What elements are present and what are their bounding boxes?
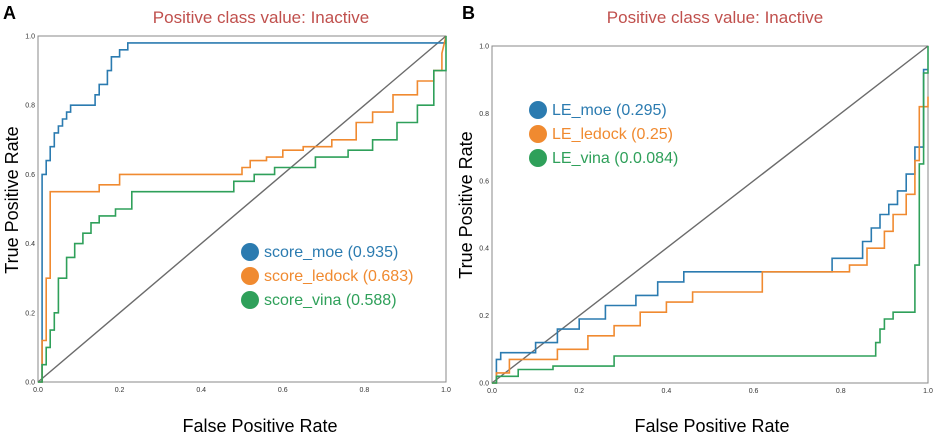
x-tick-label: 0.8 (360, 387, 370, 394)
x-tick-label: 0.0 (33, 387, 43, 394)
panel-a: A Positive class value: Inactive False P… (2, 3, 451, 436)
legend-label-score-ledock: score_ledock (0.683) (264, 268, 413, 285)
legend-label-le-moe: LE_moe (0.295) (552, 102, 667, 119)
roc-curve-score-vina (38, 36, 447, 383)
panel-a-title: Positive class value: Inactive (153, 8, 369, 27)
x-tick-label: 0.2 (574, 388, 584, 395)
panel-b-x-axis-label: False Positive Rate (634, 416, 789, 436)
x-tick-label: 0.2 (115, 387, 125, 394)
diagonal-chance-line (37, 35, 447, 383)
legend-item-score-moe: score_moe (0.935) (241, 243, 398, 261)
legend-item-le-ledock: LE_ledock (0.25) (529, 125, 673, 143)
x-tick-label: 0.6 (749, 388, 759, 395)
roc-curve-le-vina (492, 46, 929, 384)
legend-label-score-vina: score_vina (0.588) (264, 292, 397, 309)
panel-a-plot-frame (37, 35, 447, 383)
panel-b-y-axis-label: True Positive Rate (456, 131, 476, 278)
y-tick-label: 1.0 (25, 34, 35, 41)
legend-item-score-ledock: score_ledock (0.683) (241, 267, 413, 285)
y-tick-label: 0.6 (25, 172, 35, 179)
legend-marker-le-vina (529, 149, 547, 167)
panel-b: B Positive class value: Inactive False P… (456, 3, 933, 436)
roc-curve-score-ledock (38, 35, 447, 383)
legend-marker-le-moe (529, 101, 547, 119)
y-tick-label: 0.2 (479, 313, 489, 320)
panel-b-title: Positive class value: Inactive (607, 8, 823, 27)
legend-item-le-vina: LE_vina (0.0.084) (529, 149, 678, 167)
y-tick-label: 0.2 (25, 310, 35, 317)
panel-a-legend: score_moe (0.935) score_ledock (0.683) s… (241, 243, 413, 309)
legend-label-le-vina: LE_vina (0.0.084) (552, 150, 678, 167)
x-tick-label: 0.4 (662, 388, 672, 395)
legend-marker-score-ledock (241, 267, 259, 285)
legend-marker-score-vina (241, 291, 259, 309)
panel-b-ticks: 0.0 0.2 0.4 0.6 0.8 1.0 0.0 0.2 0.4 0.6 0.8 1.0 (479, 44, 933, 396)
diagonal-chance-line (491, 45, 929, 384)
legend-item-score-vina: score_vina (0.588) (241, 291, 397, 309)
x-tick-label: 0.0 (487, 388, 497, 395)
legend-marker-le-ledock (529, 125, 547, 143)
y-tick-label: 0.0 (479, 381, 489, 388)
x-tick-label: 0.8 (836, 388, 846, 395)
panel-b-curves (491, 45, 929, 384)
panel-b-letter: B (462, 3, 475, 23)
y-tick-label: 0.8 (25, 103, 35, 110)
y-tick-label: 0.6 (479, 178, 489, 185)
y-tick-label: 0.0 (25, 380, 35, 387)
panel-a-y-axis-label: True Positive Rate (2, 126, 22, 273)
panel-b-plot-frame (491, 45, 929, 384)
panel-b-legend: LE_moe (0.295) LE_ledock (0.25) LE_vina … (529, 101, 678, 167)
panel-a-curves (37, 35, 447, 383)
y-tick-label: 1.0 (479, 44, 489, 51)
legend-item-le-moe: LE_moe (0.295) (529, 101, 667, 119)
legend-label-le-ledock: LE_ledock (0.25) (552, 126, 673, 143)
x-tick-label: 1.0 (923, 388, 933, 395)
y-tick-label: 0.4 (25, 241, 35, 248)
roc-curve-le-moe (492, 68, 928, 384)
roc-curve-score-moe (38, 42, 446, 383)
x-tick-label: 0.4 (196, 387, 206, 394)
legend-label-score-moe: score_moe (0.935) (264, 244, 398, 261)
roc-curve-le-ledock (492, 96, 929, 384)
x-tick-label: 0.6 (278, 387, 288, 394)
panel-a-ticks: 0.0 0.2 0.4 0.6 0.8 1.0 0.0 0.2 0.4 0.6 0.8 1.0 (25, 34, 451, 395)
x-tick-label: 1.0 (441, 387, 451, 394)
panel-a-x-axis-label: False Positive Rate (182, 416, 337, 436)
panel-a-letter: A (3, 3, 16, 23)
legend-marker-score-moe (241, 243, 259, 261)
y-tick-label: 0.8 (479, 111, 489, 118)
y-tick-label: 0.4 (479, 246, 489, 253)
